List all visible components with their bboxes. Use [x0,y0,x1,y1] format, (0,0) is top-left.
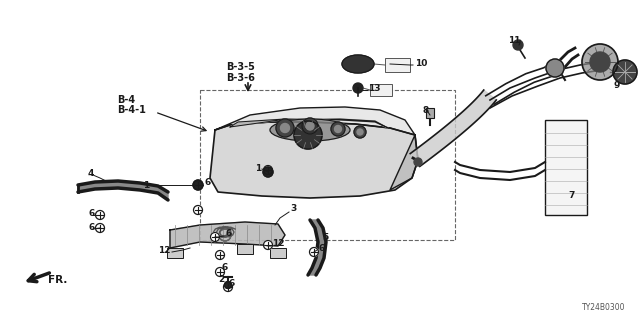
Polygon shape [390,135,418,190]
Circle shape [331,122,345,136]
Circle shape [264,165,273,174]
Text: 6: 6 [225,228,231,237]
Polygon shape [308,220,326,275]
Text: 2: 2 [218,276,224,284]
Circle shape [335,125,342,132]
Circle shape [590,52,610,72]
Bar [426,108,434,118]
Circle shape [280,124,289,132]
Text: 9: 9 [614,81,620,90]
Circle shape [582,44,618,80]
Text: 1: 1 [255,164,261,172]
Circle shape [223,283,232,292]
Text: 6: 6 [88,222,94,231]
Circle shape [216,268,225,276]
Text: 3: 3 [290,204,296,212]
Circle shape [546,59,564,77]
Text: 6: 6 [221,263,227,273]
Circle shape [354,126,366,138]
Circle shape [357,129,363,135]
Text: 5: 5 [322,233,328,242]
Text: 1: 1 [143,180,149,189]
Polygon shape [230,119,388,128]
Ellipse shape [342,55,374,73]
Text: 11: 11 [508,36,520,44]
Circle shape [613,60,637,84]
Circle shape [193,180,203,190]
Circle shape [95,211,104,220]
Text: 13: 13 [368,84,381,92]
Text: 6: 6 [228,278,234,287]
Bar [167,248,183,258]
Circle shape [264,241,273,250]
Polygon shape [78,181,168,200]
Text: 8: 8 [422,106,428,115]
Circle shape [294,121,322,149]
Bar [200,90,455,240]
Circle shape [276,119,294,137]
Circle shape [302,118,318,134]
Circle shape [306,122,314,130]
Circle shape [414,158,422,166]
Polygon shape [170,222,285,248]
Text: 6: 6 [88,209,94,218]
Polygon shape [215,107,415,135]
Text: TY24B0300: TY24B0300 [582,303,625,312]
Polygon shape [410,90,496,166]
Circle shape [193,180,202,189]
Circle shape [95,223,104,233]
Circle shape [263,167,273,177]
Text: 10: 10 [415,59,428,68]
Text: 6: 6 [318,244,324,252]
Text: 7: 7 [568,190,574,199]
Text: B-3-5: B-3-5 [226,62,255,72]
Text: B-4: B-4 [117,95,135,105]
Bar [270,248,286,258]
Polygon shape [210,122,418,198]
Text: B-3-6: B-3-6 [226,73,255,83]
Bar [385,58,410,72]
Text: 6: 6 [204,178,211,187]
Bar [545,120,587,215]
Bar [370,84,392,96]
Text: 12: 12 [158,245,170,254]
Circle shape [216,251,225,260]
Bar [237,244,253,254]
Text: FR.: FR. [48,275,67,285]
Circle shape [310,247,319,257]
Circle shape [193,205,202,214]
Circle shape [225,282,232,289]
Text: 4: 4 [88,169,94,178]
Text: B-4-1: B-4-1 [117,105,146,115]
Ellipse shape [270,119,350,141]
Circle shape [353,83,363,93]
Text: 12: 12 [272,238,285,247]
Circle shape [211,233,220,242]
Circle shape [513,40,523,50]
